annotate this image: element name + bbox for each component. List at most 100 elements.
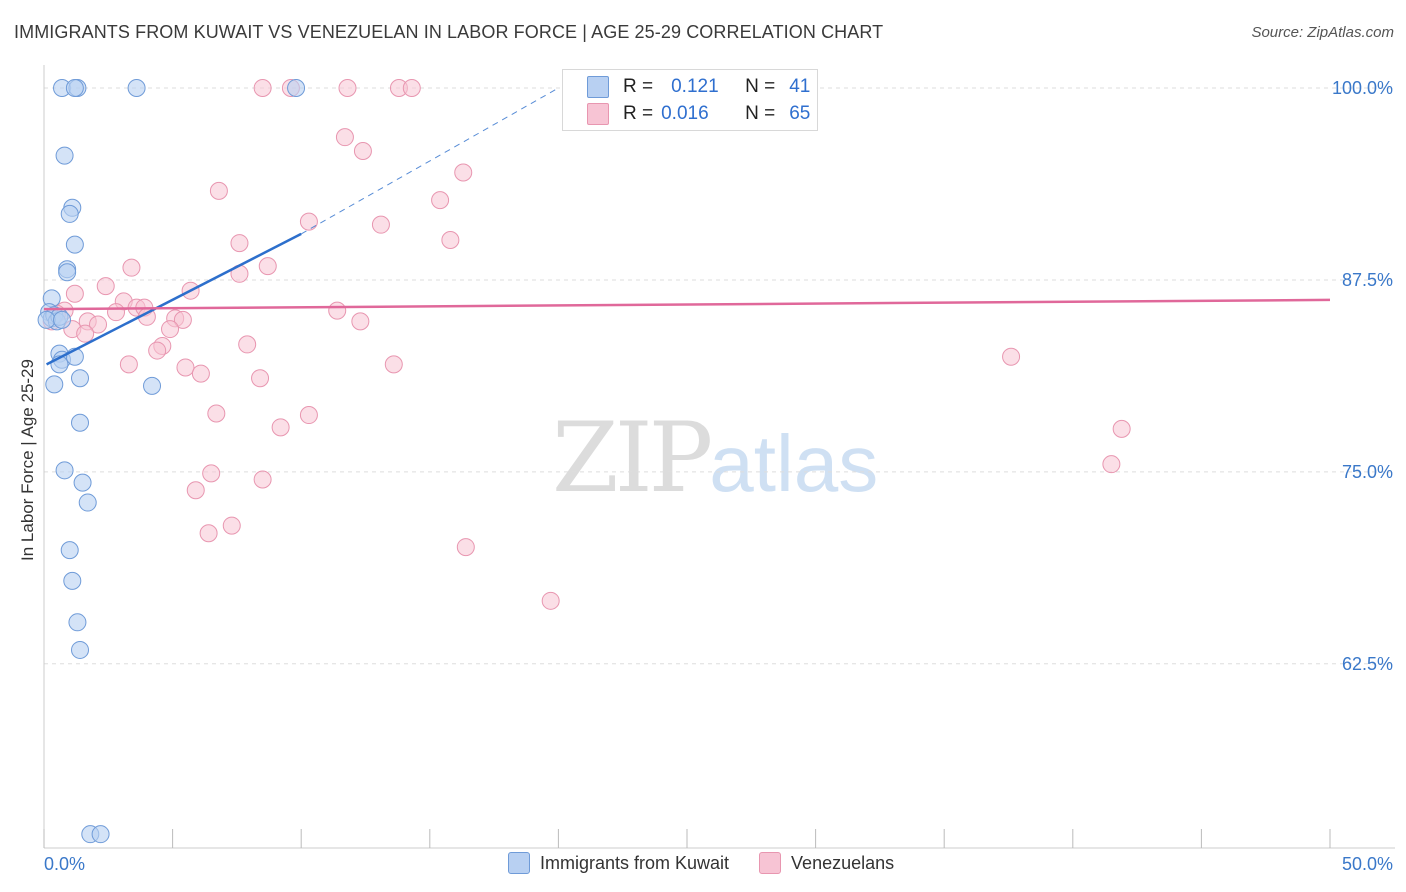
kuwait-point (60, 204, 79, 223)
venezuelans-r-label: R = (623, 103, 654, 124)
kuwait-point (71, 640, 90, 659)
venezuelans-point (456, 538, 475, 557)
kuwait-point (45, 375, 64, 394)
venezuelans-point (299, 406, 318, 425)
legend-venezuelans-label: Venezuelans (791, 852, 895, 873)
kuwait-n-value: 41 (789, 76, 811, 97)
kuwait-trend-extension (300, 87, 559, 235)
y-tick-label: 100.0% (1332, 78, 1393, 98)
venezuelans-point (186, 481, 205, 500)
venezuelans-point (253, 79, 272, 98)
venezuelans-point (441, 231, 460, 250)
stats-legend: R = 0.121 N = 41 R = 0.016 N = 65 (562, 69, 818, 131)
venezuelans-point (1002, 347, 1021, 366)
source-label: Source: ZipAtlas.com (1251, 24, 1394, 41)
venezuelans-point (253, 470, 272, 489)
x-tick-label: 50.0% (1342, 854, 1393, 874)
kuwait-trend-line (46, 232, 302, 366)
venezuelans-point (351, 312, 370, 331)
venezuelans-n-label: N = (745, 103, 776, 124)
kuwait-point (65, 235, 84, 254)
venezuelans-point (161, 320, 180, 339)
legend-item-kuwait[interactable]: Immigrants from Kuwait (508, 852, 729, 874)
kuwait-r-label: R = (623, 76, 654, 97)
trend-lines (43, 87, 1331, 366)
venezuelans-point (230, 234, 249, 253)
kuwait-point (71, 413, 90, 432)
venezuelans-point (207, 404, 226, 423)
venezuelans-point (119, 355, 138, 374)
venezuelans-point (258, 257, 277, 276)
kuwait-r-value: 0.121 (671, 76, 719, 97)
venezuelans-point (328, 301, 347, 320)
legend-venezuelans-swatch (759, 852, 782, 874)
venezuelans-point (353, 141, 372, 160)
watermark-atlas: atlas (709, 419, 879, 508)
kuwait-point (127, 79, 146, 98)
legend-item-venezuelans[interactable]: Venezuelans (759, 852, 894, 874)
kuwait-point (143, 376, 162, 395)
chart-title: IMMIGRANTS FROM KUWAIT VS VENEZUELAN IN … (14, 22, 884, 42)
y-tick-label: 75.0% (1342, 462, 1393, 482)
tick-labels: 62.5% 75.0% 87.5% 100.0% 0.0% 50.0% (44, 78, 1393, 874)
venezuelans-point (431, 191, 450, 210)
stats-row-venezuelans: R = 0.016 N = 65 (563, 100, 810, 128)
watermark-zip: ZIP (552, 402, 713, 514)
kuwait-point (53, 310, 72, 329)
venezuelans-point (65, 284, 84, 303)
venezuelans-point (251, 369, 270, 388)
x-tick-label: 0.0% (44, 854, 85, 874)
venezuelans-point (76, 324, 95, 343)
venezuelans-point (371, 215, 390, 234)
y-axis-label: In Labor Force | Age 25-29 (18, 359, 37, 561)
venezuelans-point (202, 464, 221, 483)
venezuelans-point (238, 335, 257, 354)
venezuelans-point (107, 303, 126, 322)
kuwait-point (71, 369, 90, 388)
venezuelans-point (199, 524, 218, 543)
venezuelans-point (96, 277, 115, 296)
venezuelans-point (384, 355, 403, 374)
kuwait-point (58, 263, 77, 282)
stats-row-kuwait: R = 0.121 N = 41 (563, 73, 810, 101)
venezuelans-point (89, 315, 108, 334)
y-tick-label: 87.5% (1342, 270, 1393, 290)
watermark: ZIPatlas (552, 402, 878, 514)
kuwait-point (287, 79, 306, 98)
venezuelans-point (148, 341, 167, 360)
venezuelans-point (1102, 455, 1121, 474)
venezuelans-point (335, 128, 354, 147)
kuwait-swatch (587, 76, 609, 98)
venezuelans-point (402, 79, 421, 98)
venezuelans-point (299, 212, 318, 231)
venezuelans-point (191, 364, 210, 383)
kuwait-point (91, 825, 110, 844)
venezuelans-r-value: 0.016 (661, 103, 709, 124)
kuwait-point (37, 310, 56, 329)
y-tick-label: 62.5% (1342, 654, 1393, 674)
venezuelans-point (222, 516, 241, 535)
venezuelans-point (173, 310, 192, 329)
venezuelans-point (541, 591, 560, 610)
kuwait-point (78, 493, 97, 512)
kuwait-points (37, 79, 306, 844)
kuwait-point (55, 461, 74, 480)
legend-kuwait-label: Immigrants from Kuwait (540, 852, 730, 873)
venezuelans-point (271, 418, 290, 437)
kuwait-n-label: N = (745, 76, 776, 97)
venezuelans-point (176, 358, 195, 377)
venezuelans-trend-line (43, 298, 1331, 311)
gridlines (44, 87, 1395, 665)
series-legend: Immigrants from Kuwait Venezuelans (508, 852, 924, 874)
venezuelans-n-value: 65 (789, 103, 811, 124)
kuwait-point (60, 541, 79, 560)
axes (43, 65, 1395, 849)
legend-kuwait-swatch (508, 852, 530, 874)
venezuelans-point (122, 258, 141, 277)
venezuelans-points (42, 79, 1131, 610)
venezuelans-point (454, 163, 473, 182)
kuwait-point (65, 79, 84, 98)
venezuelans-point (209, 181, 228, 200)
kuwait-point (73, 473, 92, 492)
